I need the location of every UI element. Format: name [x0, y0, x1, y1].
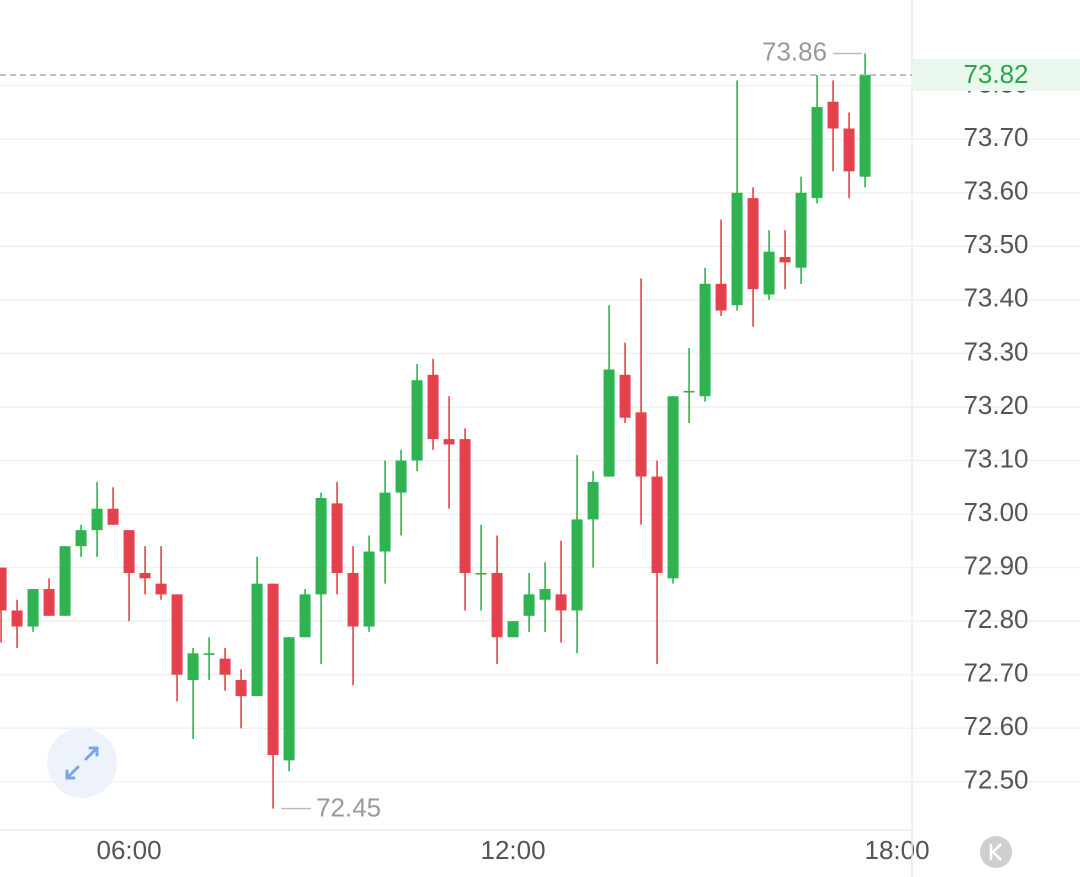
- candle-body: [347, 572, 359, 627]
- y-tick-label: 73.10: [963, 443, 1028, 473]
- y-tick-label: 72.70: [963, 658, 1028, 688]
- candle-body: [539, 589, 551, 600]
- candle-body: [635, 412, 647, 477]
- candle-body: [843, 128, 855, 172]
- candle-body: [651, 476, 663, 573]
- candle-body: [59, 546, 71, 616]
- candle-body: [363, 551, 375, 627]
- high-label: 73.86: [762, 36, 827, 66]
- kline-icon[interactable]: [989, 843, 1002, 861]
- y-tick-label: 72.60: [963, 711, 1028, 741]
- candle-body: [747, 198, 759, 290]
- y-tick-label: 73.50: [963, 229, 1028, 259]
- expand-button[interactable]: [47, 728, 117, 798]
- candle-body: [475, 572, 487, 575]
- candle-body: [763, 251, 775, 295]
- kline-button-bg[interactable]: [980, 836, 1012, 868]
- candle-body: [155, 583, 167, 595]
- candle-body: [619, 374, 631, 418]
- candle-body: [411, 380, 423, 461]
- candle-body: [171, 594, 183, 675]
- expand-button-bg[interactable]: [47, 728, 117, 798]
- x-tick-label: 18:00: [865, 835, 930, 865]
- y-tick-label: 73.20: [963, 390, 1028, 420]
- candle-body: [587, 481, 599, 520]
- grid: 72.50 72.60 72.70 72.80 72.90 73.00 73.10 73.20…: [0, 69, 1080, 865]
- last-price-bg: [913, 58, 1080, 91]
- candle-body: [507, 621, 519, 638]
- y-tick-label: 73.30: [963, 336, 1028, 366]
- candle-body: [27, 589, 39, 627]
- expand-icon[interactable]: [65, 746, 99, 780]
- candle-body: [139, 572, 151, 579]
- candle-body: [91, 508, 103, 531]
- candle-body: [603, 369, 615, 477]
- candle-body: [315, 498, 327, 595]
- candle-body: [0, 567, 7, 611]
- y-tick-label: 73.40: [963, 283, 1028, 313]
- y-tick-label: 72.80: [963, 604, 1028, 634]
- candle-body: [299, 594, 311, 638]
- candle-body: [203, 653, 215, 655]
- candle-body: [43, 589, 55, 616]
- candle-body: [859, 74, 871, 177]
- candle-body: [523, 594, 535, 616]
- annotations: 73.82 73.86 72.45: [0, 36, 1080, 822]
- candle-body: [395, 460, 407, 493]
- candles: [0, 53, 871, 809]
- candle-body: [267, 583, 279, 756]
- y-tick-label: 73.60: [963, 176, 1028, 206]
- candle-body: [715, 283, 727, 311]
- candle-body: [699, 283, 711, 397]
- last-price-label: 73.82: [963, 59, 1028, 89]
- candle-body: [811, 107, 823, 199]
- x-tick-label: 06:00: [97, 835, 162, 865]
- candle-body: [667, 396, 679, 579]
- candle-body: [219, 658, 231, 675]
- candle-body: [459, 439, 471, 573]
- candle-body: [251, 583, 263, 697]
- candle-body: [827, 101, 839, 129]
- candle-body: [443, 439, 455, 445]
- x-tick-label: 12:00: [481, 835, 546, 865]
- y-tick-label: 73.00: [963, 497, 1028, 527]
- candle-body: [187, 653, 199, 681]
- y-tick-label: 73.70: [963, 122, 1028, 152]
- candle-body: [283, 637, 295, 761]
- candle-body: [75, 530, 87, 547]
- kline-button[interactable]: [980, 836, 1012, 868]
- candle-body: [11, 610, 23, 627]
- candle-body: [571, 519, 583, 611]
- candle-body: [683, 390, 695, 393]
- candle-body: [779, 257, 791, 263]
- candle-body: [123, 530, 135, 573]
- y-tick-label: 72.90: [963, 550, 1028, 580]
- candle-body: [427, 374, 439, 440]
- candle-body: [107, 508, 119, 525]
- candle-body: [795, 192, 807, 268]
- y-tick-label: 72.50: [963, 765, 1028, 795]
- candle-body: [235, 680, 247, 697]
- low-label: 72.45: [316, 792, 381, 822]
- candle-body: [555, 594, 567, 611]
- candle-body: [331, 503, 343, 573]
- candle-body: [491, 572, 503, 638]
- candle-body: [731, 192, 743, 306]
- candle-body: [379, 492, 391, 552]
